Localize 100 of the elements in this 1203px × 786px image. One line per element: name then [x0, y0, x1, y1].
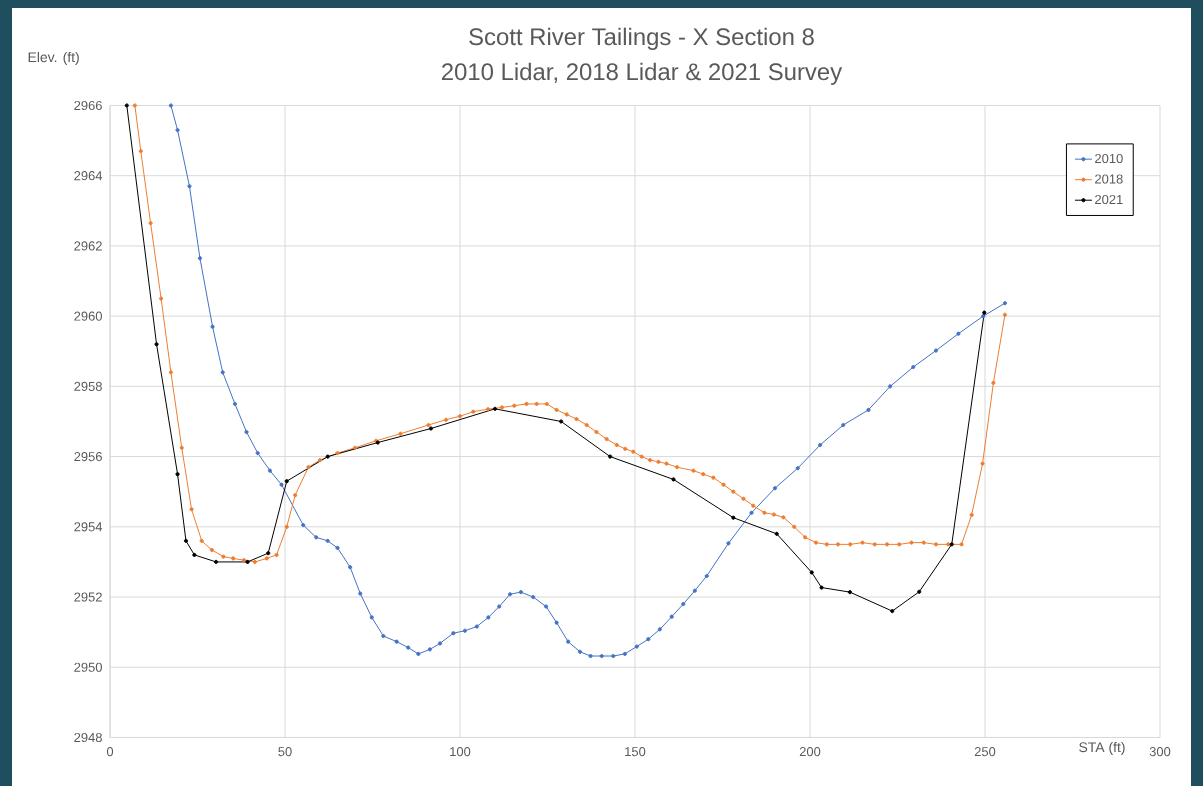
- point: [657, 627, 662, 632]
- point: [348, 565, 353, 570]
- point: [599, 653, 604, 659]
- x-tick-label: 250: [974, 747, 996, 757]
- point: [866, 407, 871, 412]
- point: [497, 604, 502, 609]
- point: [325, 538, 330, 543]
- point: [486, 615, 491, 620]
- point: [731, 515, 736, 520]
- point: [588, 653, 593, 659]
- point: [772, 486, 778, 491]
- point: [301, 522, 306, 528]
- point: [197, 256, 203, 261]
- y-tick-label: 2966: [74, 100, 102, 111]
- point: [427, 647, 432, 652]
- point: [220, 370, 225, 375]
- point: [818, 442, 823, 448]
- y-tick-label: 2954: [74, 522, 103, 532]
- point: [611, 653, 616, 659]
- y-tick-label: 2960: [74, 311, 102, 321]
- point: [406, 645, 411, 650]
- point: [917, 589, 922, 594]
- point: [279, 482, 284, 487]
- point: [911, 364, 916, 370]
- y-tick-label: 2962: [74, 241, 102, 251]
- point: [956, 331, 961, 336]
- point: [847, 590, 852, 595]
- point: [492, 406, 498, 411]
- point: [267, 468, 273, 473]
- point: [982, 310, 987, 315]
- point: [646, 637, 651, 642]
- point: [168, 103, 173, 108]
- point: [284, 479, 289, 484]
- point: [244, 429, 249, 435]
- point: [566, 639, 571, 644]
- legend-label: 2018: [1095, 174, 1123, 184]
- point: [416, 651, 421, 657]
- legend-label: 2010: [1095, 153, 1123, 164]
- point: [314, 535, 319, 540]
- x-tick-label: 150: [625, 747, 646, 757]
- point: [692, 588, 697, 593]
- point: [474, 624, 479, 629]
- point: [335, 545, 340, 550]
- point: [381, 633, 386, 639]
- point: [266, 551, 271, 556]
- point: [795, 466, 800, 471]
- point: [608, 454, 613, 459]
- point: [175, 127, 180, 133]
- point: [819, 585, 824, 590]
- point: [888, 384, 893, 389]
- point: [774, 531, 779, 536]
- y-tick-label: 2958: [74, 381, 102, 391]
- point: [187, 184, 192, 189]
- point: [437, 641, 443, 646]
- point: [507, 592, 513, 597]
- point: [749, 510, 754, 515]
- y-tick-label: 2952: [74, 592, 102, 602]
- point: [669, 614, 674, 619]
- point: [841, 422, 846, 428]
- point: [175, 472, 180, 477]
- point: [325, 454, 330, 459]
- point: [704, 573, 709, 579]
- point: [554, 620, 559, 625]
- point: [531, 594, 536, 600]
- point: [394, 639, 399, 644]
- point: [369, 615, 374, 620]
- y-tick-label: 2956: [74, 452, 102, 462]
- y-tick-label: 2950: [74, 662, 102, 672]
- point: [890, 608, 895, 614]
- point: [634, 644, 639, 649]
- point: [544, 604, 549, 609]
- y-axis-title: Elev. (ft): [28, 51, 79, 65]
- chart-title: Scott River Tailings - X Section 8: [469, 27, 814, 50]
- point: [255, 450, 260, 456]
- point: [245, 559, 250, 565]
- legend-label: 2021: [1095, 194, 1123, 205]
- point: [559, 419, 564, 424]
- point: [681, 601, 686, 607]
- point: [154, 342, 159, 347]
- x-tick-label: 100: [450, 747, 471, 757]
- point: [451, 631, 456, 636]
- point: [124, 103, 129, 108]
- point: [518, 590, 523, 595]
- x-tick-label: 200: [799, 747, 821, 757]
- point: [462, 628, 467, 633]
- point: [622, 651, 627, 657]
- y-tick-label: 2948: [74, 732, 102, 743]
- point: [358, 591, 363, 596]
- point: [192, 552, 197, 557]
- x-tick-label: 50: [278, 747, 292, 757]
- x-axis-title: STA (ft): [1079, 741, 1125, 755]
- point: [933, 348, 939, 353]
- x-tick-label: 0: [106, 747, 114, 757]
- point: [232, 401, 238, 407]
- point: [981, 314, 986, 319]
- point: [1002, 301, 1008, 306]
- point: [183, 538, 189, 543]
- point: [726, 541, 731, 546]
- point: [809, 570, 814, 575]
- y-tick-label: 2964: [74, 171, 103, 181]
